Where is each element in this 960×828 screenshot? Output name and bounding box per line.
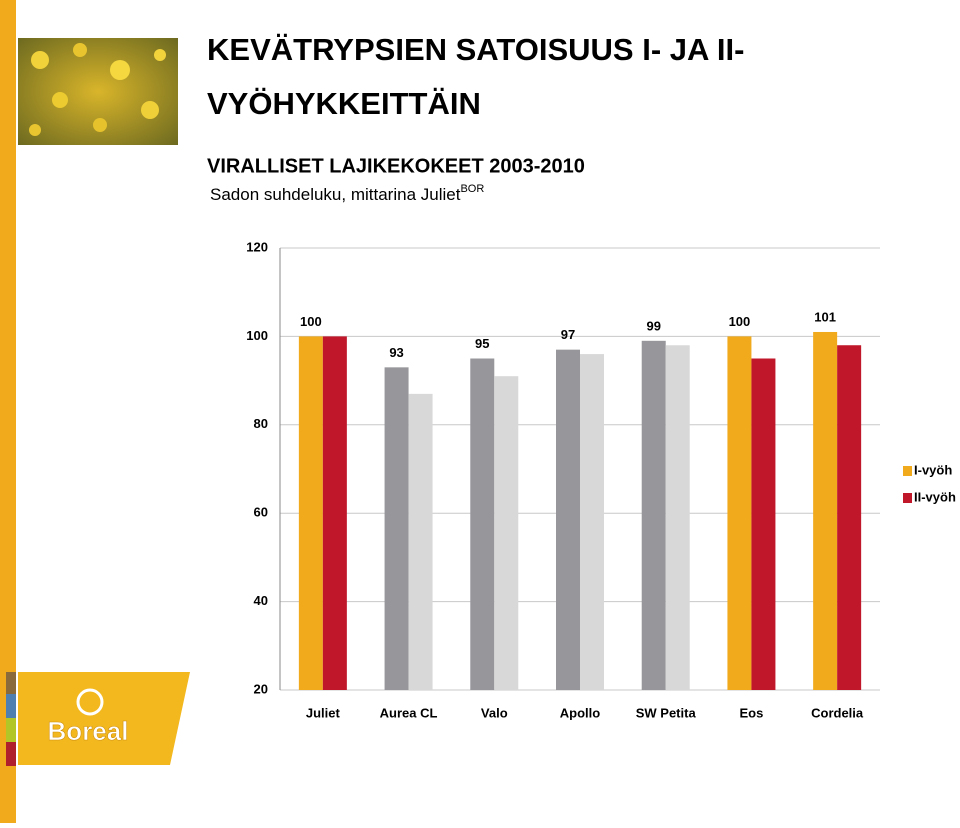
legend-label: II-vyöh (914, 489, 956, 504)
stripe-brown (6, 672, 16, 694)
y-tick-label: 100 (246, 328, 268, 343)
x-tick-label: Cordelia (811, 705, 864, 720)
data-label: 100 (729, 314, 751, 329)
y-tick-label: 120 (246, 239, 268, 254)
x-tick-label: Aurea CL (380, 705, 438, 720)
x-tick-label: Apollo (560, 705, 600, 720)
logo-mark (76, 688, 104, 716)
bar (727, 336, 752, 690)
bar (494, 376, 519, 690)
data-label: 99 (646, 318, 660, 333)
stripe-blue (6, 694, 16, 718)
logo-box (18, 672, 190, 765)
title-line: KEVÄTRYPSIEN SATOISUUS I- JA II- (207, 32, 744, 67)
legend-swatch (903, 493, 912, 503)
bar (751, 358, 776, 690)
bar (408, 393, 433, 690)
stripe-green (6, 718, 16, 742)
bar (470, 358, 495, 690)
data-label: 100 (300, 314, 322, 329)
bar (580, 354, 604, 690)
bar (384, 367, 409, 690)
bar (665, 345, 690, 690)
y-tick-label: 80 (254, 416, 268, 431)
logo-text: Boreal (48, 716, 129, 746)
bar (322, 336, 347, 690)
bar (641, 340, 666, 690)
chart: 20 40 60 80 100 120 Juliet 100 Aurea CL 93 Valo 95 A… (246, 239, 956, 720)
x-tick-label: SW Petita (636, 705, 697, 720)
bar (556, 349, 580, 690)
x-tick-label: Eos (740, 705, 764, 720)
side-stripe (0, 0, 16, 823)
data-label: 95 (475, 336, 489, 351)
bar (298, 336, 323, 690)
data-label: 101 (814, 309, 836, 324)
y-tick-label: 40 (254, 593, 268, 608)
subtitle-main: Sadon suhdeluku, mittarina Juliet (210, 185, 461, 204)
stripe-red (6, 742, 16, 766)
bar (837, 345, 862, 690)
data-label: 93 (389, 345, 403, 360)
title-line: VYÖHYKKEITTÄIN (207, 86, 481, 121)
subtitle-sup: BOR (460, 183, 484, 195)
data-label: 97 (561, 327, 575, 342)
y-tick-label: 60 (254, 505, 268, 520)
heading: VIRALLISET LAJIKEKOKEET 2003-2010 (207, 155, 585, 177)
y-tick-label: 20 (254, 681, 268, 696)
legend-swatch (903, 466, 912, 476)
flower-image (18, 38, 178, 145)
subtitle: Sadon suhdeluku, mittarina JulietBOR (210, 183, 484, 205)
x-tick-label: Valo (481, 705, 508, 720)
legend-label: I-vyöh (914, 462, 952, 477)
x-tick-label: Juliet (306, 705, 341, 720)
bar (813, 331, 838, 690)
